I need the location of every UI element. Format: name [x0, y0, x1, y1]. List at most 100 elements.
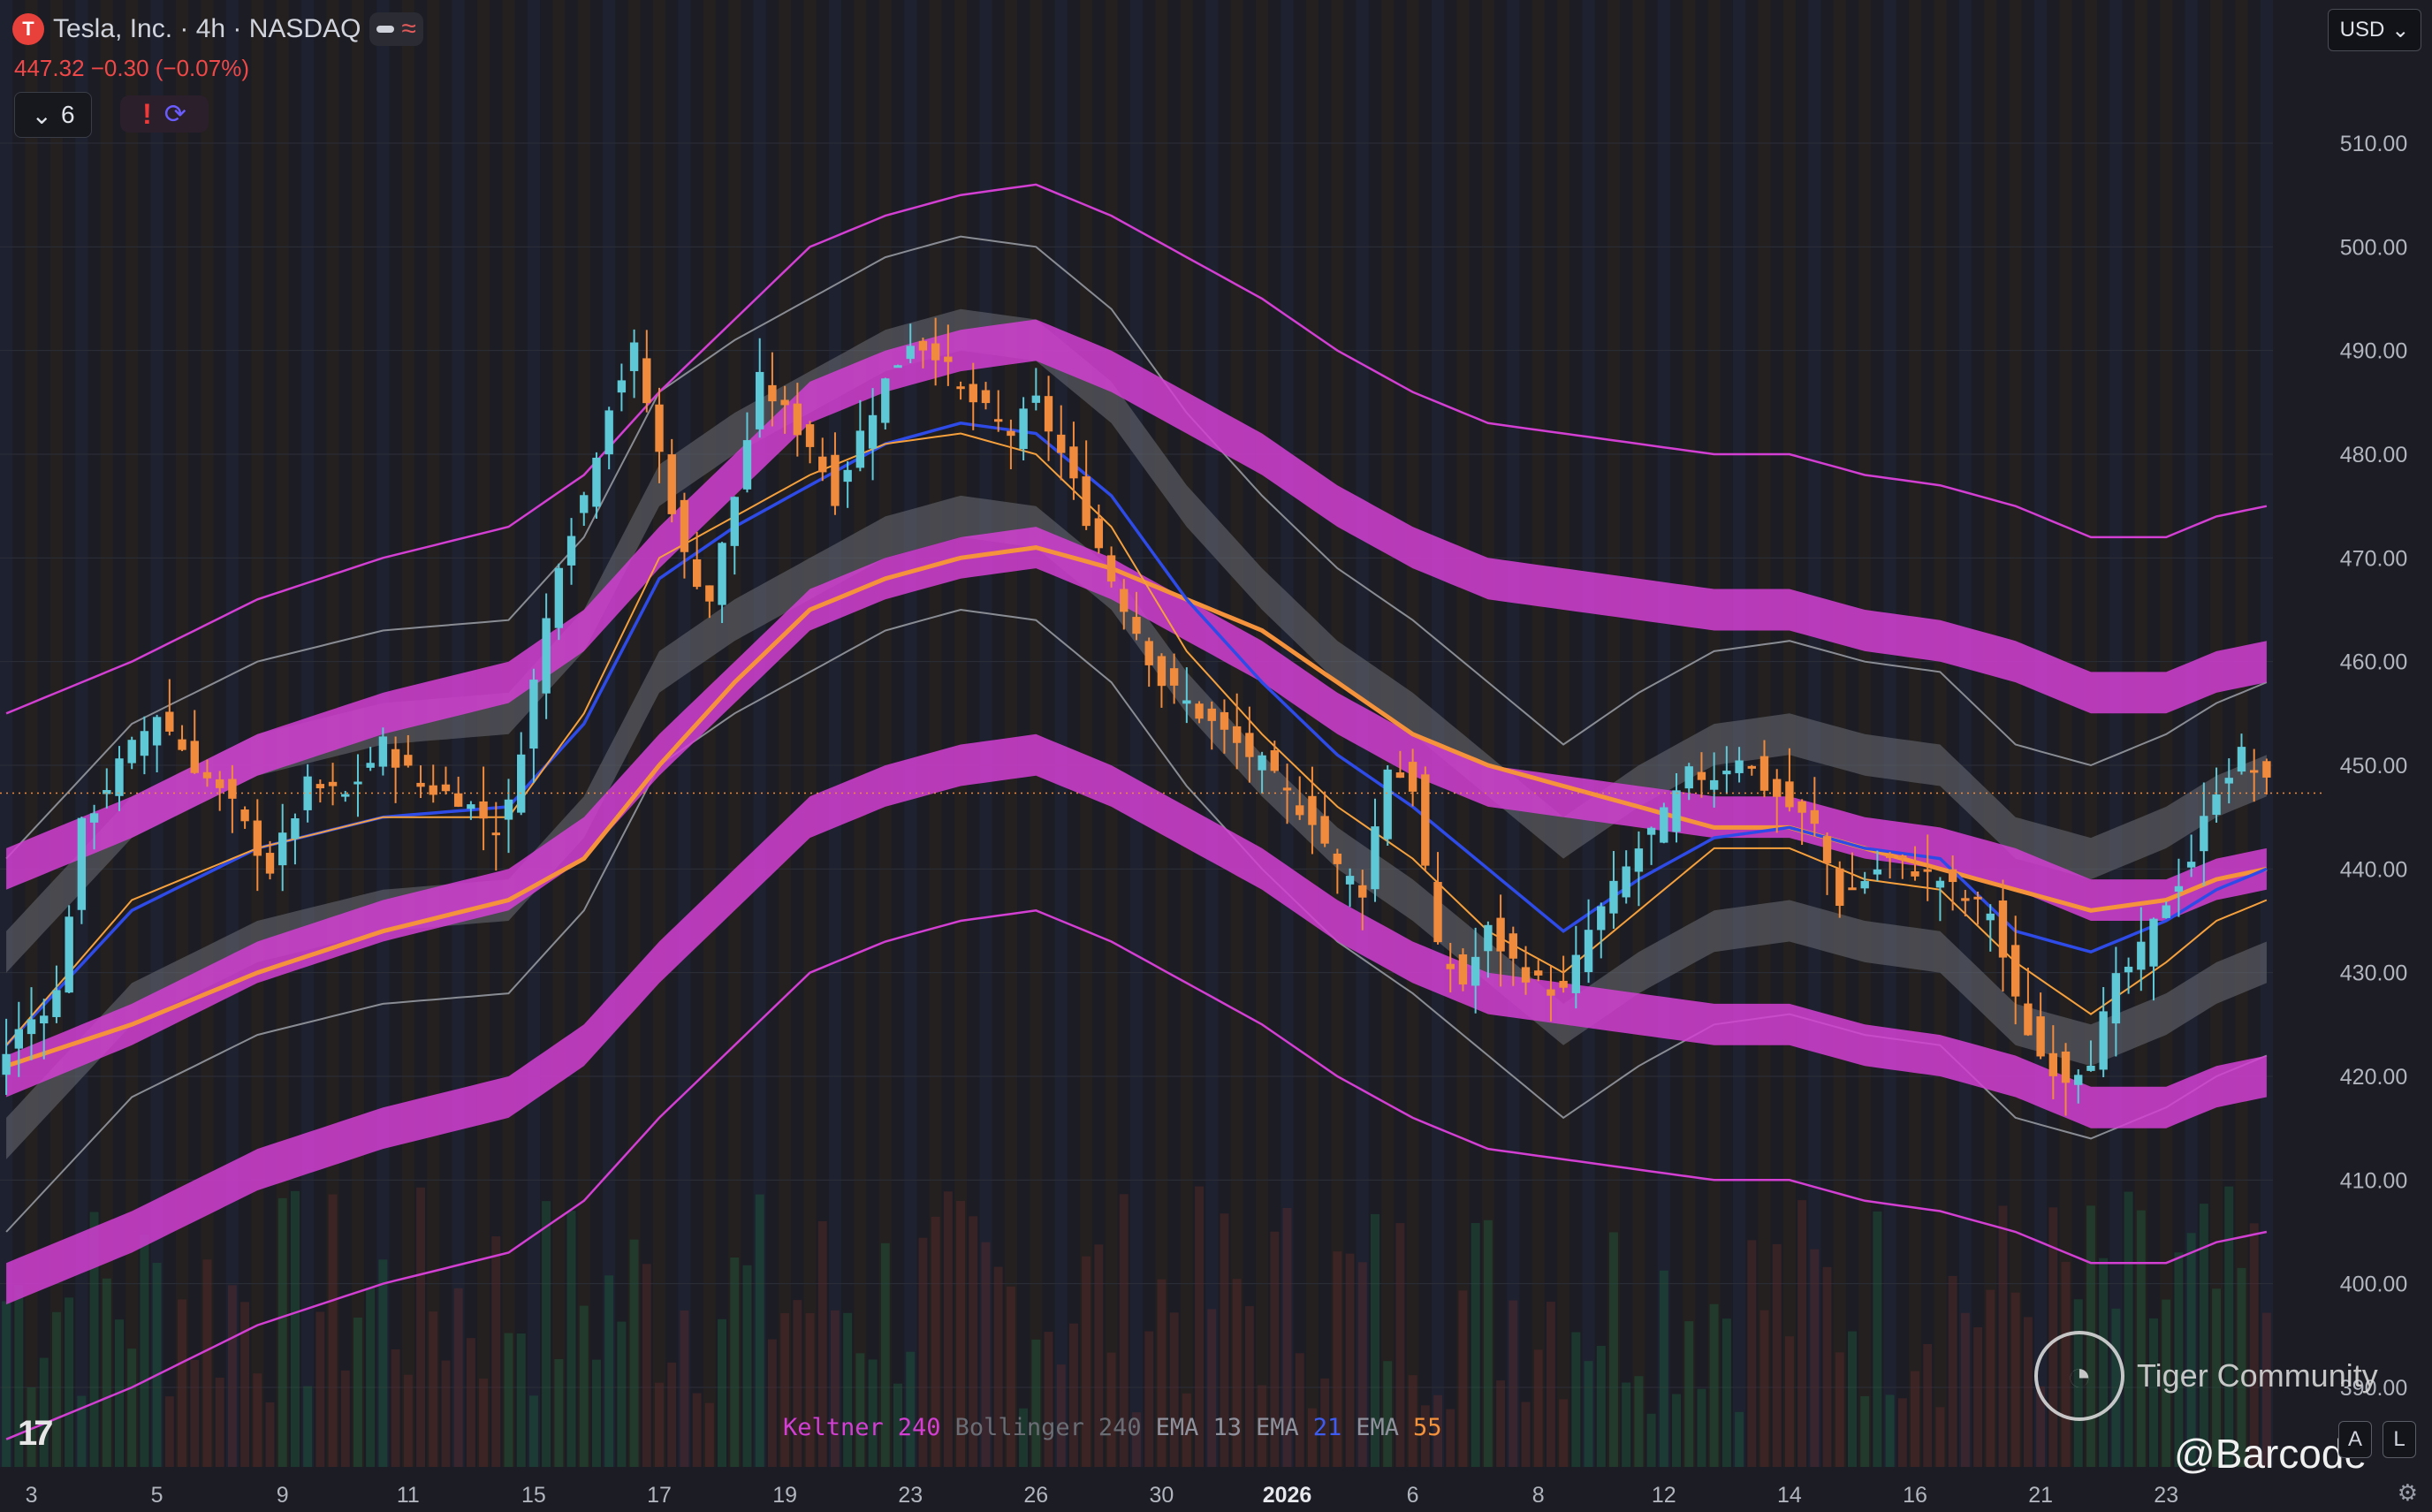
volume-bar [1634, 1376, 1644, 1467]
volume-bar [1182, 1393, 1191, 1467]
y-tick-label: 440.00 [2340, 857, 2407, 882]
candle [165, 679, 174, 736]
volume-bar [1220, 1213, 1229, 1467]
log-scale-button[interactable]: L [2383, 1421, 2416, 1458]
session-stripe [828, 0, 842, 1467]
candle-body [617, 380, 627, 393]
volume-bar [290, 1190, 300, 1467]
session-stripe [225, 0, 239, 1467]
auto-scale-button[interactable]: A [2338, 1421, 2372, 1458]
compare-wave-icon[interactable]: ≈ [401, 14, 416, 43]
candle [1308, 766, 1317, 855]
candle [1232, 693, 1242, 770]
candle-body [2099, 1011, 2108, 1070]
candle-body [1785, 781, 1794, 808]
session-stripe [1281, 0, 1294, 1467]
candle-body [1571, 954, 1581, 993]
candle [291, 813, 300, 865]
volume-bar [943, 1191, 953, 1467]
candle-body [165, 711, 174, 732]
candle [517, 732, 526, 816]
minus-icon[interactable] [376, 26, 395, 33]
candle [805, 421, 815, 464]
header-controls: ≈ [369, 12, 423, 46]
volume-bar [1622, 1382, 1631, 1467]
session-stripe [2260, 0, 2273, 1467]
session-stripe [1557, 0, 1570, 1467]
indicators-toggle-button[interactable]: ⌄ 6 [14, 92, 92, 138]
legend-ema-55[interactable]: EMA 55 [1356, 1414, 1442, 1441]
currency-select[interactable]: USD ⌄ [2328, 9, 2421, 51]
symbol-title[interactable]: Tesla, Inc. · 4h · NASDAQ [53, 14, 361, 43]
volume-bar [906, 1351, 916, 1467]
candle-body [1797, 801, 1806, 813]
volume-bar [1082, 1256, 1091, 1467]
volume-bar [1772, 1243, 1782, 1467]
volume-bar [1232, 1279, 1242, 1467]
candle-body [1898, 855, 1907, 859]
candle [77, 817, 87, 924]
volume-bar [655, 1382, 664, 1467]
candle-body [1773, 779, 1782, 797]
volume-bar [1157, 1279, 1167, 1467]
candle-body [491, 832, 500, 836]
candle-body [1421, 774, 1430, 866]
volume-bar [1911, 1371, 1919, 1467]
candle-body [1195, 703, 1204, 719]
legend-keltner[interactable]: Keltner 240 [783, 1414, 941, 1441]
volume-bar [378, 1259, 388, 1467]
candle [1458, 948, 1468, 992]
volume-bar [1345, 1253, 1355, 1467]
candle-body [1684, 766, 1693, 789]
volume-bar [579, 1305, 589, 1467]
sync-icon[interactable]: ⟳ [163, 99, 186, 129]
volume-bar [27, 1387, 36, 1467]
candle-body [1345, 876, 1355, 885]
candle-body [1848, 887, 1857, 891]
candle-body [152, 717, 162, 746]
candle [1157, 653, 1167, 708]
candle [278, 803, 287, 892]
volume-bar [1307, 1408, 1317, 1467]
volume-bar [190, 1359, 200, 1467]
volume-bar [718, 1318, 727, 1467]
candle [1019, 397, 1028, 460]
gear-icon[interactable]: ⚙ [2397, 1479, 2418, 1506]
volume-bar [1270, 1231, 1280, 1467]
candle [315, 779, 325, 803]
x-tick-label: 15 [521, 1483, 546, 1508]
candle [944, 324, 953, 386]
candle [1571, 925, 1581, 1009]
volume-bar [2036, 1386, 2046, 1467]
x-tick-label: 14 [1777, 1483, 1802, 1508]
candle [2061, 1043, 2071, 1116]
legend-ema-21[interactable]: EMA 21 [1255, 1414, 1342, 1441]
candle-body [780, 399, 789, 406]
volume-bar [1784, 1336, 1794, 1467]
y-tick-label: 410.00 [2340, 1168, 2407, 1193]
watermark-brand: Tiger Community [2137, 1357, 2378, 1394]
candle-body [906, 346, 915, 360]
candle [1622, 850, 1630, 904]
session-stripe [1657, 0, 1670, 1467]
candle [1709, 752, 1719, 808]
price-axis: 510.00 500.00 490.00 480.00 470.00 460.00 450.… [2324, 0, 2432, 1512]
candle-body [240, 809, 249, 822]
candle [2036, 992, 2045, 1060]
keltner-upper-band [6, 319, 2267, 890]
legend-bollinger[interactable]: Bollinger 240 [954, 1414, 1142, 1441]
candle-body [692, 558, 702, 588]
tv-logo-icon[interactable]: 17 [18, 1414, 53, 1453]
candle [1408, 748, 1417, 807]
candle [303, 764, 312, 823]
legend-ema-13[interactable]: EMA 13 [1155, 1414, 1242, 1441]
volume-bar [1684, 1321, 1694, 1467]
volume-bar [1471, 1223, 1480, 1467]
warning-icon[interactable]: ! [142, 97, 152, 130]
candle [855, 399, 865, 472]
candle-body [944, 356, 953, 362]
session-stripe [0, 0, 13, 1467]
volume-bar [1056, 1364, 1066, 1467]
session-stripe [577, 0, 590, 1467]
